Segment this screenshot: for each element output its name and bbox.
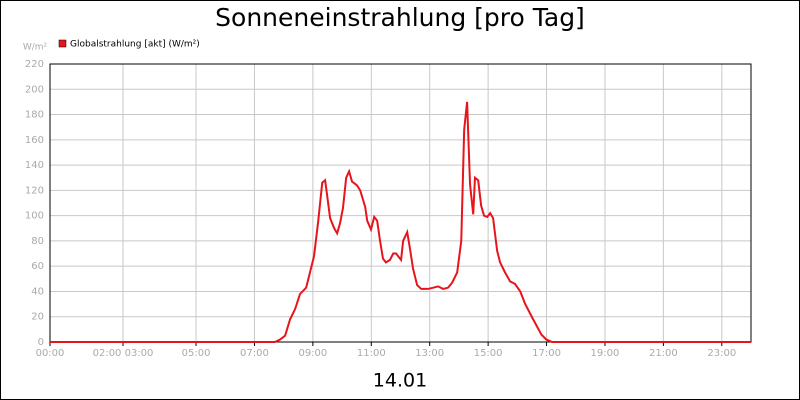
x-tick-label: 17:00 (532, 348, 561, 359)
y-tick-label: 160 (25, 135, 44, 146)
y-tick-label: 40 (31, 286, 44, 297)
legend-swatch (58, 39, 67, 48)
y-tick-label: 0 (38, 337, 44, 348)
y-tick-label: 200 (25, 84, 44, 95)
data-line (50, 101, 751, 343)
y-axis-label: W/m² (23, 43, 48, 53)
x-tick-label: 05:00 (182, 348, 211, 359)
y-tick-label: 80 (31, 236, 44, 247)
x-tick-label: 21:00 (649, 348, 678, 359)
legend-label: Globalstrahlung [akt] (W/m²) (70, 40, 200, 50)
x-tick-label: 11:00 (357, 348, 386, 359)
x-axis-label: 14.01 (373, 370, 427, 392)
x-tick-label: 00:00 (36, 348, 65, 359)
y-tick-label: 120 (25, 185, 44, 196)
x-tick-label: 23:00 (707, 348, 736, 359)
x-tick-label: 19:00 (591, 348, 620, 359)
y-tick-label: 180 (25, 110, 44, 121)
chart-title: Sonneneinstrahlung [pro Tag] (215, 3, 585, 32)
y-tick-label: 220 (25, 59, 44, 70)
y-tick-label: 140 (25, 160, 44, 171)
y-tick-label: 60 (31, 261, 44, 272)
x-tick-label: 07:00 (240, 348, 269, 359)
x-tick-label: 09:00 (298, 348, 327, 359)
y-tick-label: 100 (25, 211, 44, 222)
plot-border (49, 63, 752, 343)
x-tick-label: 13:00 (415, 348, 444, 359)
x-tick-label: 15:00 (474, 348, 503, 359)
y-tick-label: 20 (31, 312, 44, 323)
x-tick-label: 02:00 03:00 (93, 348, 154, 359)
